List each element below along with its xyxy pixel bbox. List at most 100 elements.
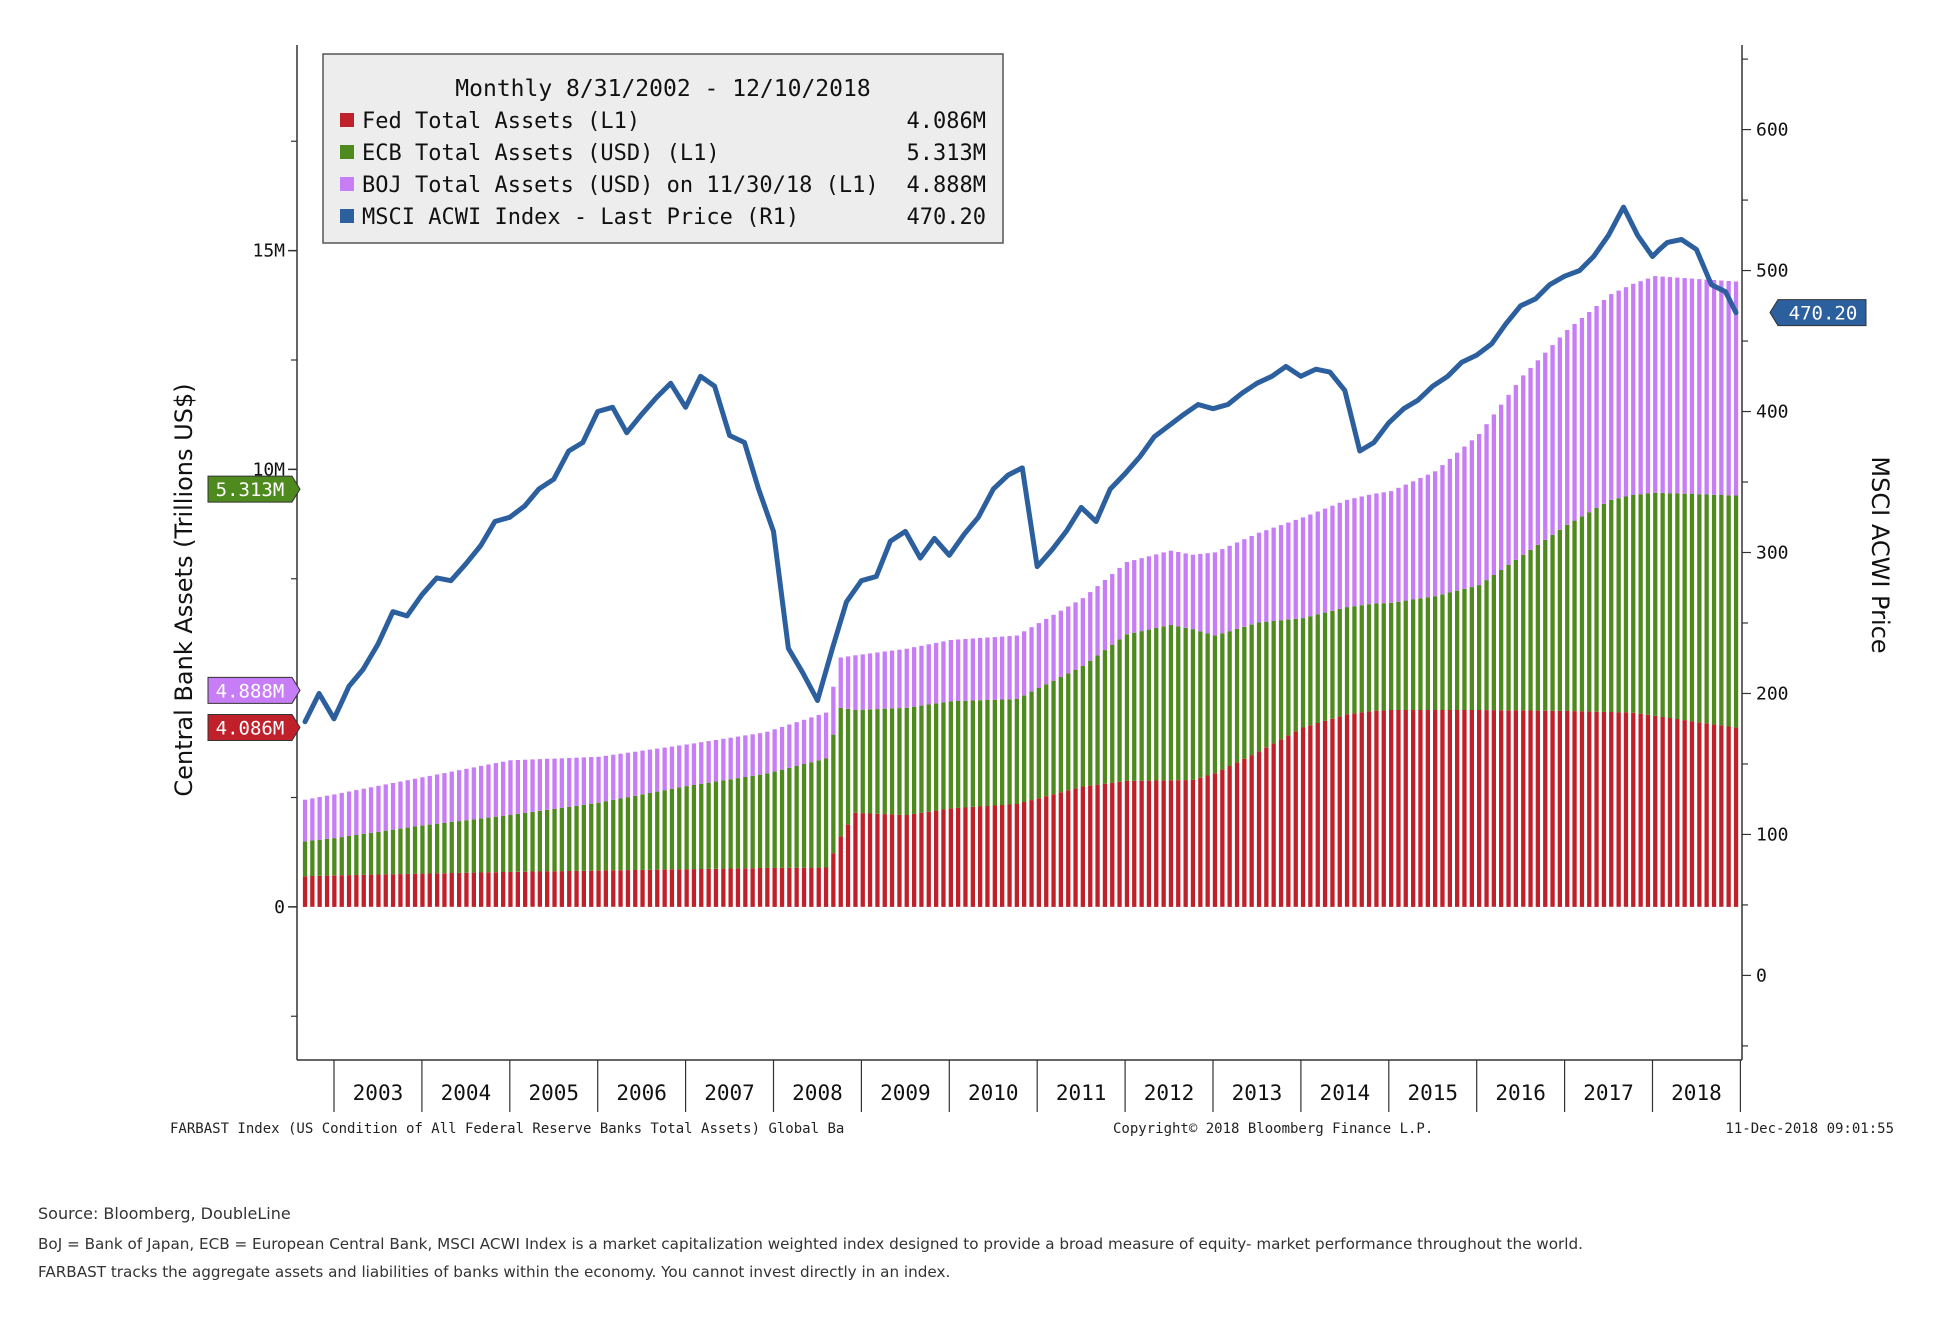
boj-bar	[618, 753, 623, 799]
fed-bar	[640, 869, 645, 907]
ecb-bar	[1535, 544, 1540, 711]
boj-bar	[545, 758, 550, 810]
x-tick-label: 2003	[353, 1081, 404, 1105]
boj-bar	[310, 798, 315, 841]
ecb-bar	[559, 807, 564, 872]
ecb-bar	[398, 828, 403, 874]
boj-bar	[1256, 532, 1262, 623]
ecb-bar	[823, 758, 829, 868]
fed-bar	[603, 870, 608, 907]
boj-bar	[427, 775, 432, 825]
fed-bar	[1168, 780, 1174, 907]
ecb-bar	[706, 782, 711, 869]
boj-bar	[1425, 474, 1430, 598]
fed-bar	[1462, 710, 1467, 907]
ecb-bar	[625, 797, 631, 871]
ecb-bar	[1256, 622, 1262, 752]
right-tick-label: 100	[1756, 824, 1789, 845]
bloomberg-copyright: Copyright© 2018 Bloomberg Finance L.P.	[1113, 1121, 1433, 1137]
fed-bar	[368, 874, 374, 907]
msci-line-layer	[302, 204, 1739, 725]
ecb-bar	[1007, 699, 1012, 805]
boj-bar	[559, 758, 564, 808]
fed-bar	[970, 807, 975, 907]
ecb-bar	[1543, 539, 1548, 711]
fed-bar	[728, 868, 733, 907]
fed-bar	[699, 869, 704, 907]
legend-value: 4.888M	[907, 173, 986, 198]
boj-bar	[501, 761, 506, 816]
fed-bar	[926, 811, 931, 907]
boj-bar	[978, 638, 983, 701]
boj-bar	[1601, 300, 1607, 504]
fed-bar	[1234, 762, 1240, 907]
fed-bar	[633, 870, 638, 907]
ecb-bar	[1653, 492, 1658, 716]
boj-bar	[1616, 290, 1621, 499]
boj-bar	[1455, 452, 1460, 591]
boj-bar	[1682, 278, 1687, 494]
boj-bar	[1212, 552, 1218, 636]
ecb-bar	[941, 702, 946, 810]
fed-bar	[398, 874, 403, 907]
boj-bar	[1491, 414, 1496, 575]
ecb-bar	[1286, 619, 1291, 736]
boj-bar	[1117, 567, 1122, 640]
ecb-bar	[956, 701, 961, 808]
fed-bar	[1704, 723, 1709, 907]
fed-bar	[1058, 792, 1063, 907]
fed-bar	[523, 871, 528, 907]
ecb-bar	[1462, 588, 1467, 710]
boj-bar	[662, 747, 667, 791]
left-value-tag	[207, 475, 301, 503]
fed-bar	[390, 874, 396, 907]
boj-bar	[625, 752, 631, 798]
fed-bar	[889, 814, 895, 907]
fed-bar	[1286, 735, 1291, 907]
fed-bar	[1080, 786, 1085, 907]
boj-bar	[1249, 536, 1254, 625]
boj-bar	[655, 748, 660, 792]
fed-bar	[383, 874, 388, 907]
boj-bar	[1374, 493, 1379, 604]
boj-bar	[691, 743, 697, 785]
ecb-bar	[1227, 631, 1232, 766]
fed-bar	[1411, 710, 1416, 907]
x-tick-label: 2017	[1583, 1081, 1634, 1105]
fed-bar	[1418, 710, 1423, 907]
fed-bar	[1227, 766, 1232, 907]
boj-bar	[1469, 440, 1474, 587]
boj-bar	[831, 686, 836, 735]
fed-bar	[339, 875, 344, 907]
boj-bar	[1484, 424, 1489, 581]
boj-bar	[1000, 636, 1005, 700]
boj-bar	[1029, 627, 1034, 692]
boj-bar	[464, 768, 469, 821]
ecb-bar	[1220, 633, 1225, 770]
boj-bar	[1565, 330, 1570, 525]
boj-bar	[941, 641, 946, 703]
fed-bar	[1161, 780, 1166, 907]
fed-bar	[1550, 710, 1555, 907]
boj-bar	[1638, 281, 1643, 495]
ecb-bar	[310, 840, 315, 877]
left-value-tag-label: 5.313M	[216, 479, 285, 501]
ecb-bar	[948, 701, 953, 809]
axes: 0 10M 15M 0 100 200 300 400 500 600 2003 2004 2005 20…	[170, 45, 1894, 1112]
fed-bar	[1095, 784, 1100, 907]
ecb-bar	[1550, 534, 1555, 711]
ecb-bar	[1000, 699, 1005, 805]
boj-bar	[787, 724, 792, 768]
ecb-bar	[332, 838, 337, 876]
fed-bar	[1051, 794, 1056, 907]
ecb-bar	[1594, 508, 1599, 712]
ecb-bar	[1557, 529, 1562, 711]
fed-bar	[1124, 780, 1130, 907]
fed-bar	[1271, 743, 1276, 907]
fed-bar	[1447, 710, 1452, 907]
ecb-bar	[691, 784, 697, 870]
fed-bar	[772, 867, 777, 907]
boj-bar	[867, 653, 873, 710]
ecb-bar	[508, 815, 513, 872]
